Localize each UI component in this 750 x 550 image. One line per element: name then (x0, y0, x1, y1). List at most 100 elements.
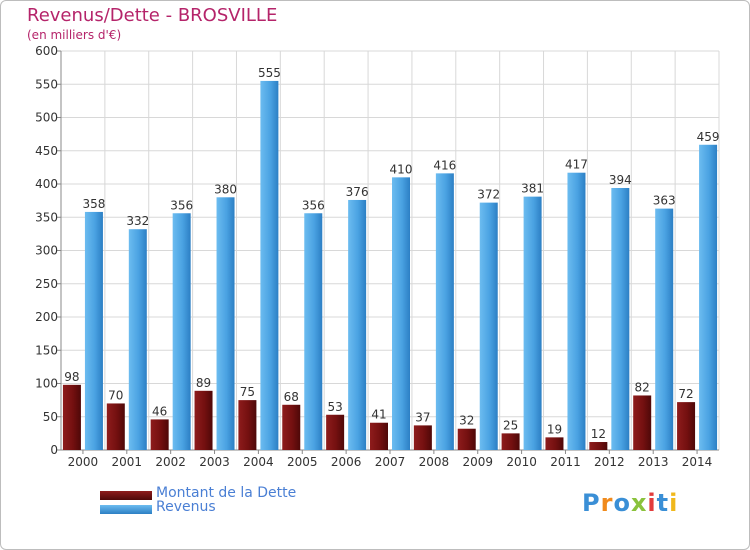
bar-revenus (172, 213, 191, 450)
bar-layer (62, 80, 718, 451)
data-label-dette: 12 (591, 427, 606, 441)
logo-letter: i (669, 489, 679, 517)
x-tick-label: 2014 (682, 455, 713, 469)
data-label-revenus: 416 (433, 158, 456, 172)
bar-dette (62, 384, 81, 450)
bar-revenus (699, 144, 718, 450)
grid-layer (60, 50, 720, 451)
data-label-revenus: 380 (214, 182, 237, 196)
x-tick-label: 2009 (462, 455, 493, 469)
y-tick-label: 250 (35, 277, 58, 291)
bar-revenus (128, 229, 147, 450)
bar-revenus (348, 199, 367, 450)
y-tick-label: 550 (35, 77, 58, 91)
x-tick-label: 2004 (243, 455, 274, 469)
proxiti-logo: Proxiti (582, 489, 678, 517)
data-label-dette: 72 (678, 387, 693, 401)
data-label-revenus: 394 (609, 173, 632, 187)
x-tick-label: 2006 (331, 455, 362, 469)
data-label-revenus: 358 (82, 197, 105, 211)
bar-dette (413, 425, 432, 450)
x-tick-label: 2011 (550, 455, 581, 469)
data-label-dette: 19 (547, 422, 562, 436)
bar-revenus (523, 196, 542, 450)
data-label-dette: 37 (415, 410, 430, 424)
logo-letter: r (600, 489, 614, 517)
legend-swatch-revenus (100, 505, 152, 514)
x-tick-label: 2003 (199, 455, 230, 469)
data-label-dette: 25 (503, 418, 518, 432)
bar-dette (150, 419, 169, 450)
bar-dette (545, 437, 564, 450)
bar-revenus (435, 173, 454, 451)
data-label-dette: 68 (284, 390, 299, 404)
bar-dette (106, 403, 125, 450)
bar-dette (501, 433, 520, 450)
x-tick-label: 2013 (638, 455, 669, 469)
data-label-dette: 46 (152, 404, 167, 418)
y-tick-label: 600 (35, 44, 58, 58)
y-tick-label: 200 (35, 310, 58, 324)
axis-layer: 0 50 100 150 200 250 300 350 400 450 500 550 600 2000… (35, 44, 719, 469)
logo-letter: t (656, 489, 670, 517)
x-tick-label: 2007 (375, 455, 406, 469)
logo-letter: i (647, 489, 657, 517)
y-tick-label: 500 (35, 111, 58, 125)
bar-revenus (655, 208, 674, 450)
data-label-revenus: 372 (477, 188, 500, 202)
bar-dette (457, 428, 476, 450)
data-label-revenus: 332 (126, 214, 149, 228)
data-label-dette: 70 (108, 388, 123, 402)
data-label-revenus: 356 (170, 198, 193, 212)
y-tick-label: 300 (35, 244, 58, 258)
x-tick-label: 2001 (112, 455, 143, 469)
x-tick-label: 2012 (594, 455, 625, 469)
data-label-revenus: 376 (346, 185, 369, 199)
data-label-dette: 32 (459, 414, 474, 428)
logo-letter: P (582, 489, 601, 517)
logo-letter: x (630, 489, 648, 517)
legend-swatch-dette (100, 491, 152, 500)
x-tick-label: 2008 (419, 455, 450, 469)
data-label-revenus: 363 (653, 194, 676, 208)
data-label-dette: 98 (64, 370, 79, 384)
bar-dette (238, 400, 257, 450)
y-tick-label: 400 (35, 177, 58, 191)
logo-letter: o (613, 489, 631, 517)
bar-dette (370, 422, 388, 450)
bar-revenus (392, 177, 410, 450)
chart-subtitle: (en milliers d'€) (27, 28, 122, 42)
data-label-revenus: 356 (302, 198, 325, 212)
data-label-revenus: 417 (565, 158, 588, 172)
bar-revenus (567, 172, 586, 450)
bar-dette (589, 442, 608, 450)
label-layer: 98 358 70 332 46 356 89 380 75 555 68 356 53 376 41 410… (64, 66, 719, 441)
data-label-dette: 82 (635, 380, 650, 394)
bar-revenus (611, 187, 630, 451)
bar-revenus (84, 211, 103, 450)
x-tick-label: 2000 (68, 455, 99, 469)
bar-dette (633, 395, 652, 450)
legend-label-dette: Montant de la Dette (156, 485, 297, 501)
bar-revenus (479, 202, 498, 450)
bar-revenus (260, 80, 279, 451)
y-tick-label: 450 (35, 144, 58, 158)
data-label-revenus: 459 (697, 130, 720, 144)
x-tick-label: 2005 (287, 455, 318, 469)
data-label-revenus: 410 (390, 162, 413, 176)
bar-dette (677, 402, 696, 450)
data-label-revenus: 555 (258, 66, 281, 80)
chart-title: Revenus/Dette - BROSVILLE (27, 5, 278, 26)
bar-dette (194, 390, 213, 450)
y-tick-label: 0 (50, 443, 58, 457)
data-label-revenus: 381 (521, 182, 544, 196)
bar-revenus (216, 197, 235, 450)
y-tick-label: 50 (43, 410, 58, 424)
data-label-dette: 53 (327, 400, 342, 414)
bar-revenus (304, 213, 323, 450)
x-tick-label: 2010 (506, 455, 537, 469)
data-label-dette: 75 (240, 385, 255, 399)
bar-dette (282, 404, 301, 450)
y-tick-label: 350 (35, 210, 58, 224)
